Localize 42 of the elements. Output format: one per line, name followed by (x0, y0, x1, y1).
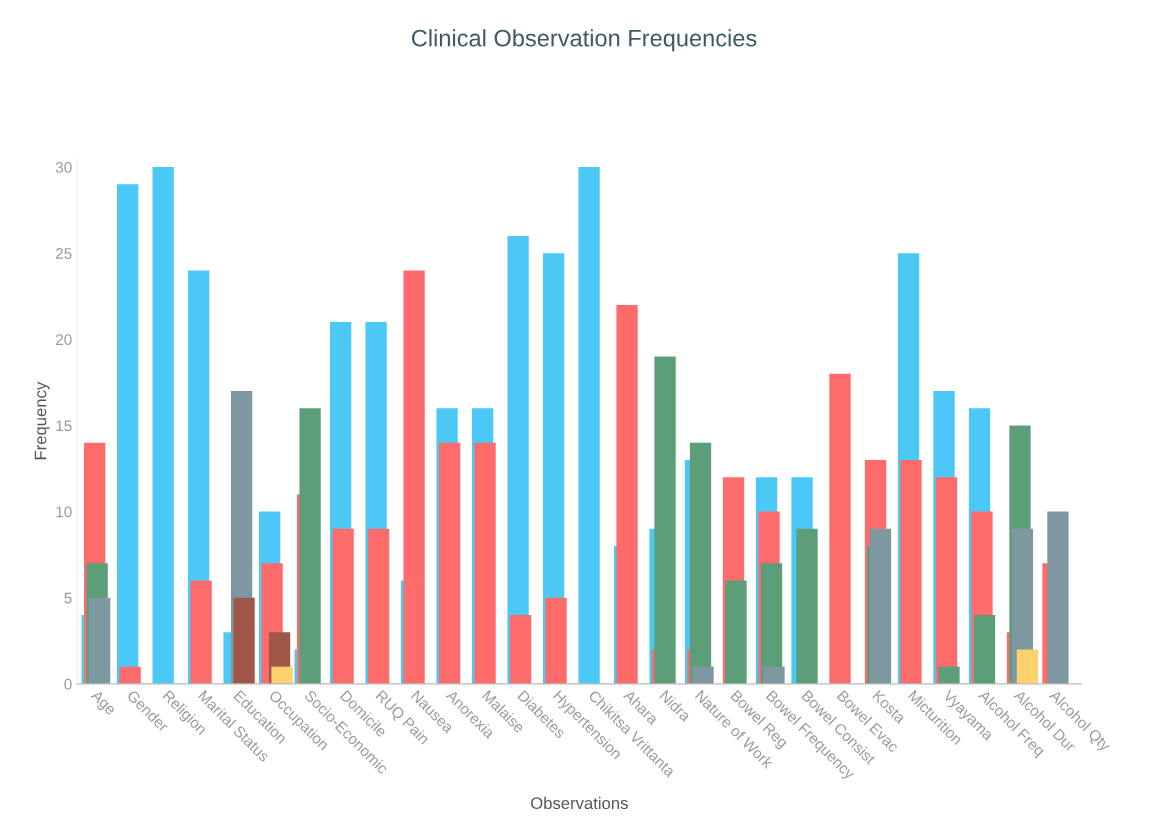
bar (152, 167, 174, 684)
bar (578, 167, 600, 684)
y-tick-label: 25 (56, 248, 72, 259)
bar (545, 597, 567, 684)
y-axis-title: Frequency (34, 381, 50, 460)
bar (725, 580, 747, 684)
bar (332, 528, 354, 684)
bar (190, 580, 212, 684)
y-tick-label: 5 (64, 592, 72, 604)
bar (271, 666, 293, 684)
bar (1016, 649, 1039, 684)
bar (763, 666, 785, 684)
y-tick-label: 10 (56, 506, 72, 518)
y-tick-label: 20 (56, 334, 72, 346)
bar (900, 459, 922, 684)
bar (869, 528, 892, 684)
bar (689, 442, 712, 684)
bar (654, 356, 676, 684)
bar (692, 666, 714, 684)
bar (796, 528, 818, 684)
bar (935, 477, 958, 684)
x-tick-label: Age (88, 689, 117, 718)
bar (367, 528, 390, 684)
x-axis-title: Observations (531, 796, 628, 810)
bar (438, 442, 461, 684)
bar (509, 614, 532, 684)
bar (117, 184, 139, 684)
y-tick-label: 0 (64, 678, 72, 690)
y-tick-label: 15 (56, 420, 72, 432)
bar (119, 666, 141, 684)
bar (616, 304, 638, 684)
bar (88, 597, 111, 684)
bar (474, 442, 496, 684)
bar (403, 270, 425, 684)
bar (938, 666, 960, 684)
bar (1047, 511, 1069, 684)
bar (233, 597, 255, 684)
bar (973, 614, 996, 684)
chart-title: Clinical Observation Frequencies (411, 29, 757, 52)
bar (829, 373, 851, 684)
y-tick-label: 30 (55, 161, 72, 173)
bar (299, 408, 321, 684)
